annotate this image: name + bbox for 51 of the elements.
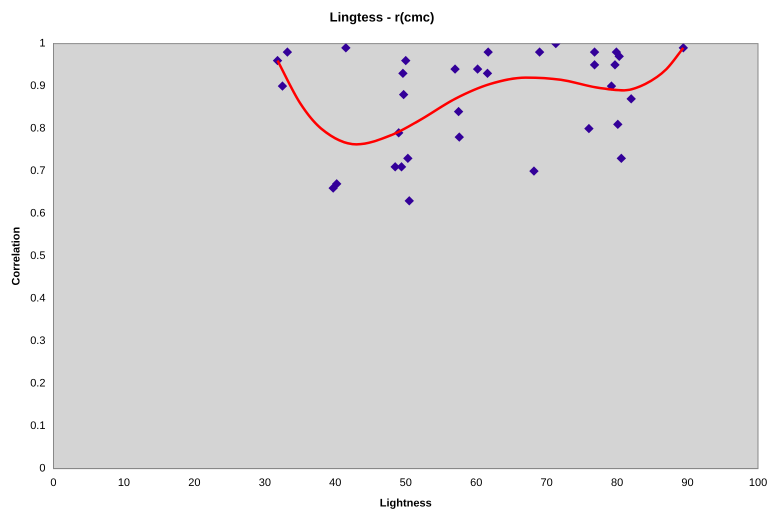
x-tick-label: 90 xyxy=(681,477,694,490)
point xyxy=(332,179,342,188)
x-tick-label: 70 xyxy=(540,477,553,490)
point xyxy=(616,154,626,163)
point xyxy=(610,60,620,70)
x-tick-label: 30 xyxy=(258,477,271,490)
x-tick-label: 60 xyxy=(470,477,482,490)
y-tick-label: 0.3 xyxy=(30,335,46,348)
point xyxy=(403,154,412,163)
y-tick-label: 0.4 xyxy=(30,292,46,305)
point xyxy=(398,68,408,78)
point xyxy=(399,90,408,100)
point xyxy=(397,162,406,172)
y-tick-label: 0.9 xyxy=(30,80,46,92)
point xyxy=(614,52,624,61)
x-tick-label: 0 xyxy=(50,477,57,490)
point xyxy=(584,124,594,134)
x-tick-label: 100 xyxy=(748,477,768,490)
point xyxy=(482,68,492,78)
x-tick-label: 80 xyxy=(610,477,624,490)
point xyxy=(450,64,460,74)
y-tick-label: 0.8 xyxy=(30,122,46,135)
point xyxy=(626,94,636,104)
x-tick-label: 10 xyxy=(118,477,130,490)
point xyxy=(282,48,292,57)
y-tick-label: 0 xyxy=(39,462,46,475)
x-tick-label: 20 xyxy=(188,477,201,490)
y-tick-label: 0.1 xyxy=(30,420,46,432)
point xyxy=(484,48,493,57)
y-tick-label: 0.2 xyxy=(30,378,46,390)
point xyxy=(404,196,414,206)
x-tick-label: 50 xyxy=(400,477,412,490)
point xyxy=(341,44,350,52)
point xyxy=(473,64,482,74)
x-axis-title: Lightness xyxy=(380,497,432,510)
point xyxy=(613,120,622,129)
point xyxy=(454,132,464,142)
y-tick-label: 0.6 xyxy=(30,208,46,220)
y-tick-label: 1 xyxy=(39,38,46,50)
point xyxy=(535,48,544,57)
y-axis-title: Correlation xyxy=(10,226,23,286)
chart-title: Lingtess - r(cmc) xyxy=(330,9,434,24)
y-tick-label: 0.7 xyxy=(30,165,46,178)
point xyxy=(401,56,410,66)
point xyxy=(278,82,287,91)
x-tick-label: 40 xyxy=(329,477,342,490)
point xyxy=(590,48,600,57)
point xyxy=(529,166,538,176)
y-tick-label: 0.5 xyxy=(30,250,46,262)
point xyxy=(590,60,600,70)
point xyxy=(454,107,464,116)
